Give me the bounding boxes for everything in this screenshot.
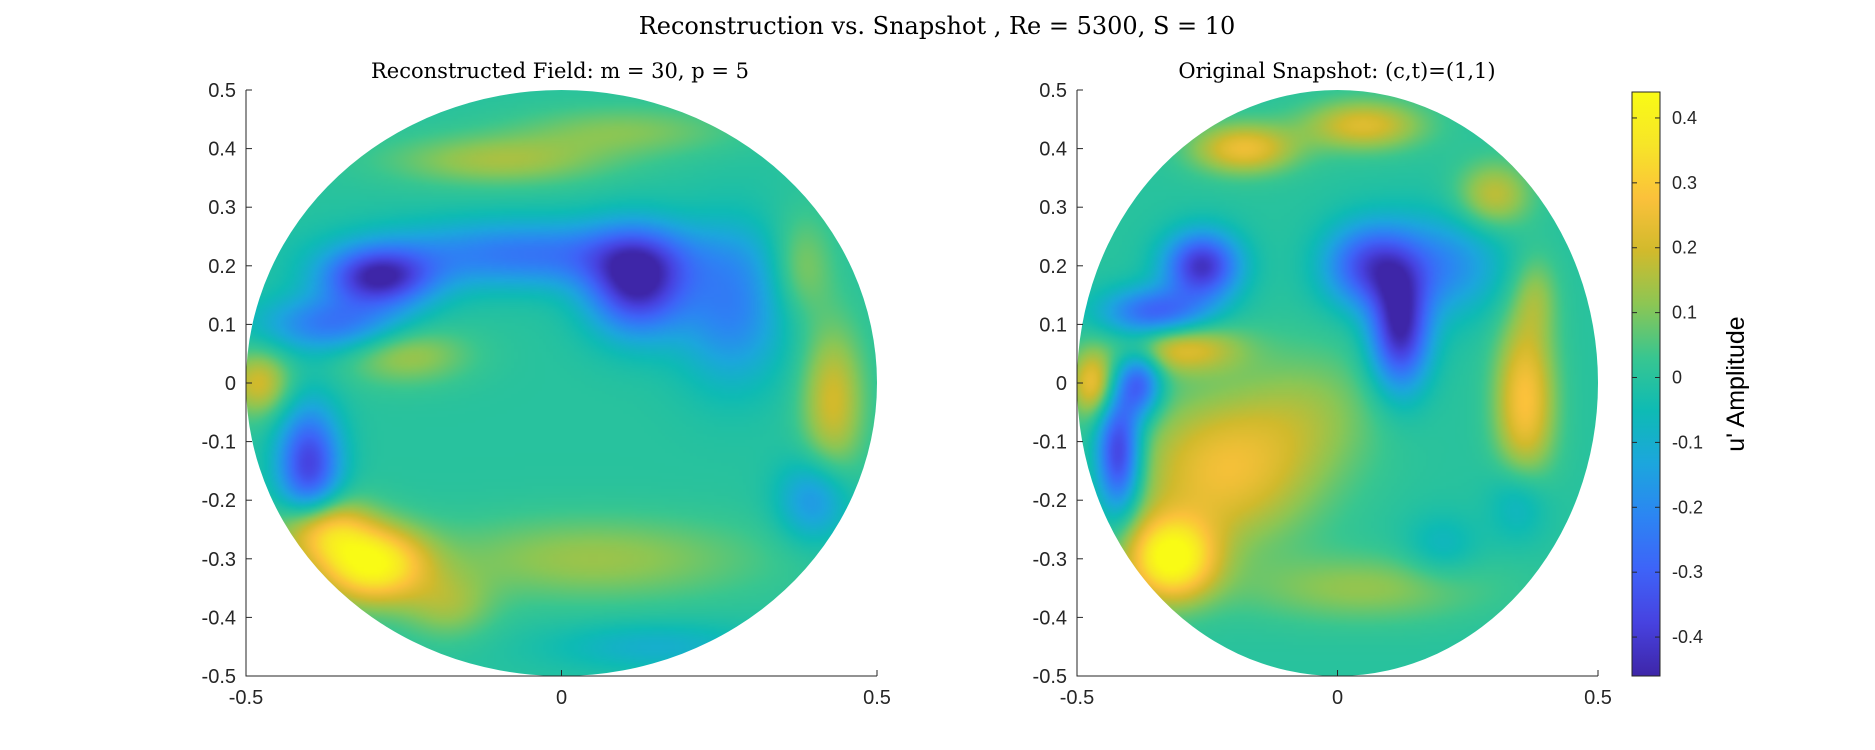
colorbar-gradient [1631, 91, 1661, 677]
x-tick-label: 0.5 [863, 687, 891, 709]
colorbar-tick-label: -0.3 [1672, 562, 1703, 582]
y-tick-label: -0.4 [202, 607, 236, 629]
y-tick-label: 0.5 [208, 80, 236, 102]
colorbar-tick-label: 0.1 [1672, 303, 1697, 323]
x-axis-original: -0.5 0 0.5 [1060, 670, 1612, 709]
y-tick-label: 0 [225, 373, 236, 395]
x-tick-label: 0 [556, 687, 567, 709]
y-tick-label: 0 [1056, 373, 1067, 395]
panel-title-reconstructed: Reconstructed Field: m = 30, p = 5 [371, 59, 749, 83]
colorbar-tick-label: 0.2 [1672, 238, 1697, 258]
colorbar-tick-label: -0.2 [1672, 497, 1703, 517]
x-tick-label: -0.5 [1060, 687, 1094, 709]
panel-title-original: Original Snapshot: (c,t)=(1,1) [1178, 59, 1495, 83]
y-tick-label: -0.5 [202, 666, 236, 688]
heatmap-reconstructed [246, 90, 877, 676]
y-tick-label: 0.1 [208, 314, 236, 336]
y-tick-label: -0.4 [1033, 607, 1067, 629]
x-tick-label: 0.5 [1584, 687, 1612, 709]
colorbar-tick-label: -0.1 [1672, 432, 1703, 452]
colorbar-ticks: -0.4 -0.3 -0.2 -0.1 0 0.1 0.2 0.3 0.4 [1632, 108, 1703, 647]
y-tick-label: -0.3 [202, 549, 236, 571]
colorbar: -0.4 -0.3 -0.2 -0.1 0 0.1 0.2 0.3 0.4 u' Amplitu… [1631, 91, 1750, 677]
y-tick-label: -0.2 [1033, 490, 1067, 512]
y-tick-label: 0.3 [208, 197, 236, 219]
x-tick-label: -0.5 [229, 687, 263, 709]
panel-original: Original Snapshot: (c,t)=(1,1) -0.5-0.4-… [1033, 59, 1612, 709]
y-tick-label: 0.2 [208, 256, 236, 278]
heatmap-original [1077, 90, 1598, 676]
y-tick-label: 0.3 [1039, 197, 1067, 219]
y-tick-label: -0.5 [1033, 666, 1067, 688]
y-tick-label: 0.1 [1039, 314, 1067, 336]
colorbar-tick-label: -0.4 [1672, 627, 1703, 647]
y-tick-label: -0.2 [202, 490, 236, 512]
colorbar-tick-label: 0.4 [1672, 108, 1697, 128]
y-tick-label: -0.1 [202, 432, 236, 454]
figure-suptitle: Reconstruction vs. Snapshot , Re = 5300,… [639, 12, 1236, 40]
y-tick-label: 0.2 [1039, 256, 1067, 278]
y-tick-label: 0.4 [208, 139, 236, 161]
x-axis-reconstructed: -0.5 0 0.5 [229, 670, 891, 709]
y-tick-label: -0.3 [1033, 549, 1067, 571]
x-tick-label: 0 [1332, 687, 1343, 709]
y-axis-reconstructed: -0.5 -0.4 -0.3 -0.2 -0.1 0 0.1 0.2 0.3 0.4 0.5 [202, 80, 252, 688]
y-tick-label: 0.4 [1039, 139, 1067, 161]
panel-reconstructed: Reconstructed Field: m = 30, p = 5 -0.5-… [202, 59, 891, 709]
colorbar-tick-label: 0.3 [1672, 173, 1697, 193]
y-axis-original: -0.5 -0.4 -0.3 -0.2 -0.1 0 0.1 0.2 0.3 0.4 0.5 [1033, 80, 1083, 688]
colorbar-label: u' Amplitude [1722, 316, 1750, 451]
colorbar-tick-label: 0 [1672, 368, 1682, 388]
y-tick-label: -0.1 [1033, 432, 1067, 454]
y-tick-label: 0.5 [1039, 80, 1067, 102]
